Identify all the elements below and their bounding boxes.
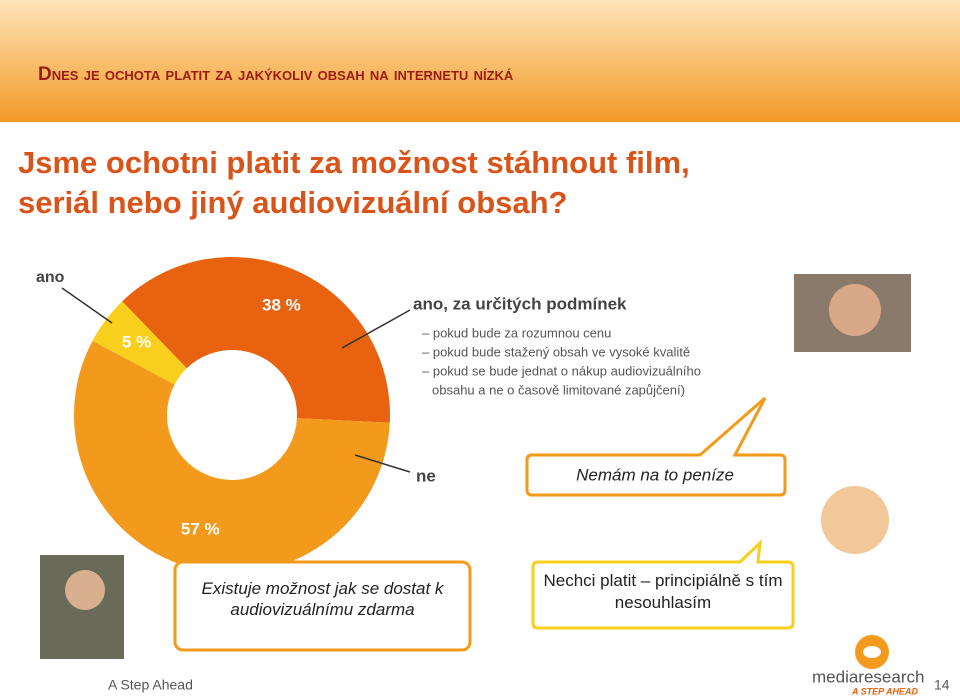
quote: Existuje možnost jak se dostat k audiovi… <box>201 579 444 619</box>
note: obsahu a ne o časově limitované zapůjčen… <box>432 382 685 397</box>
note: – pokud se bude jednat o nákup audiovizu… <box>422 363 701 378</box>
value-label: 5 % <box>122 333 151 352</box>
speech-bubble <box>531 539 795 630</box>
speech-bubble <box>173 560 472 652</box>
quote: Nemám na to peníze <box>576 465 734 484</box>
logo-mark <box>863 646 881 658</box>
photo <box>829 284 881 336</box>
header-bar <box>0 0 960 122</box>
category-label: ano, za určitých podmínek <box>413 294 627 313</box>
chart-title: seriál nebo jiný audiovizuální obsah? <box>18 185 568 220</box>
donut-segment <box>74 340 390 573</box>
quote-box: Nechci platit – principiálně s tím nesou… <box>543 571 783 612</box>
chart-title: Jsme ochotni platit za možnost stáhnout … <box>18 145 690 180</box>
note: – pokud bude stažený obsah ve vysoké kva… <box>422 344 690 359</box>
photo <box>65 570 105 610</box>
photo <box>821 486 889 554</box>
value-label: 57 % <box>181 520 220 539</box>
logo-tagline: A STEP AHEAD <box>851 686 919 696</box>
category-label: ano <box>36 269 65 286</box>
donut-segment <box>122 256 390 423</box>
page-number: 14 <box>934 677 950 693</box>
quote: Nechci platit – principiálně s tím nesou… <box>543 571 783 612</box>
note: – pokud bude za rozumnou cenu <box>422 325 611 340</box>
quote-box: Existuje možnost jak se dostat k audiovi… <box>201 579 444 619</box>
category-label: ne <box>416 466 436 485</box>
speech-bubble <box>525 396 787 497</box>
leader-line <box>61 287 113 324</box>
slide-title: Dnes je ochota platit za jakýkoliv obsah… <box>38 64 514 85</box>
value-label: 38 % <box>262 296 301 315</box>
donut-segment <box>92 301 187 385</box>
footer-text: A Step Ahead <box>108 677 193 693</box>
logo: mediaresearch <box>812 667 924 686</box>
leader-line <box>354 454 411 473</box>
leader-line <box>341 309 411 349</box>
